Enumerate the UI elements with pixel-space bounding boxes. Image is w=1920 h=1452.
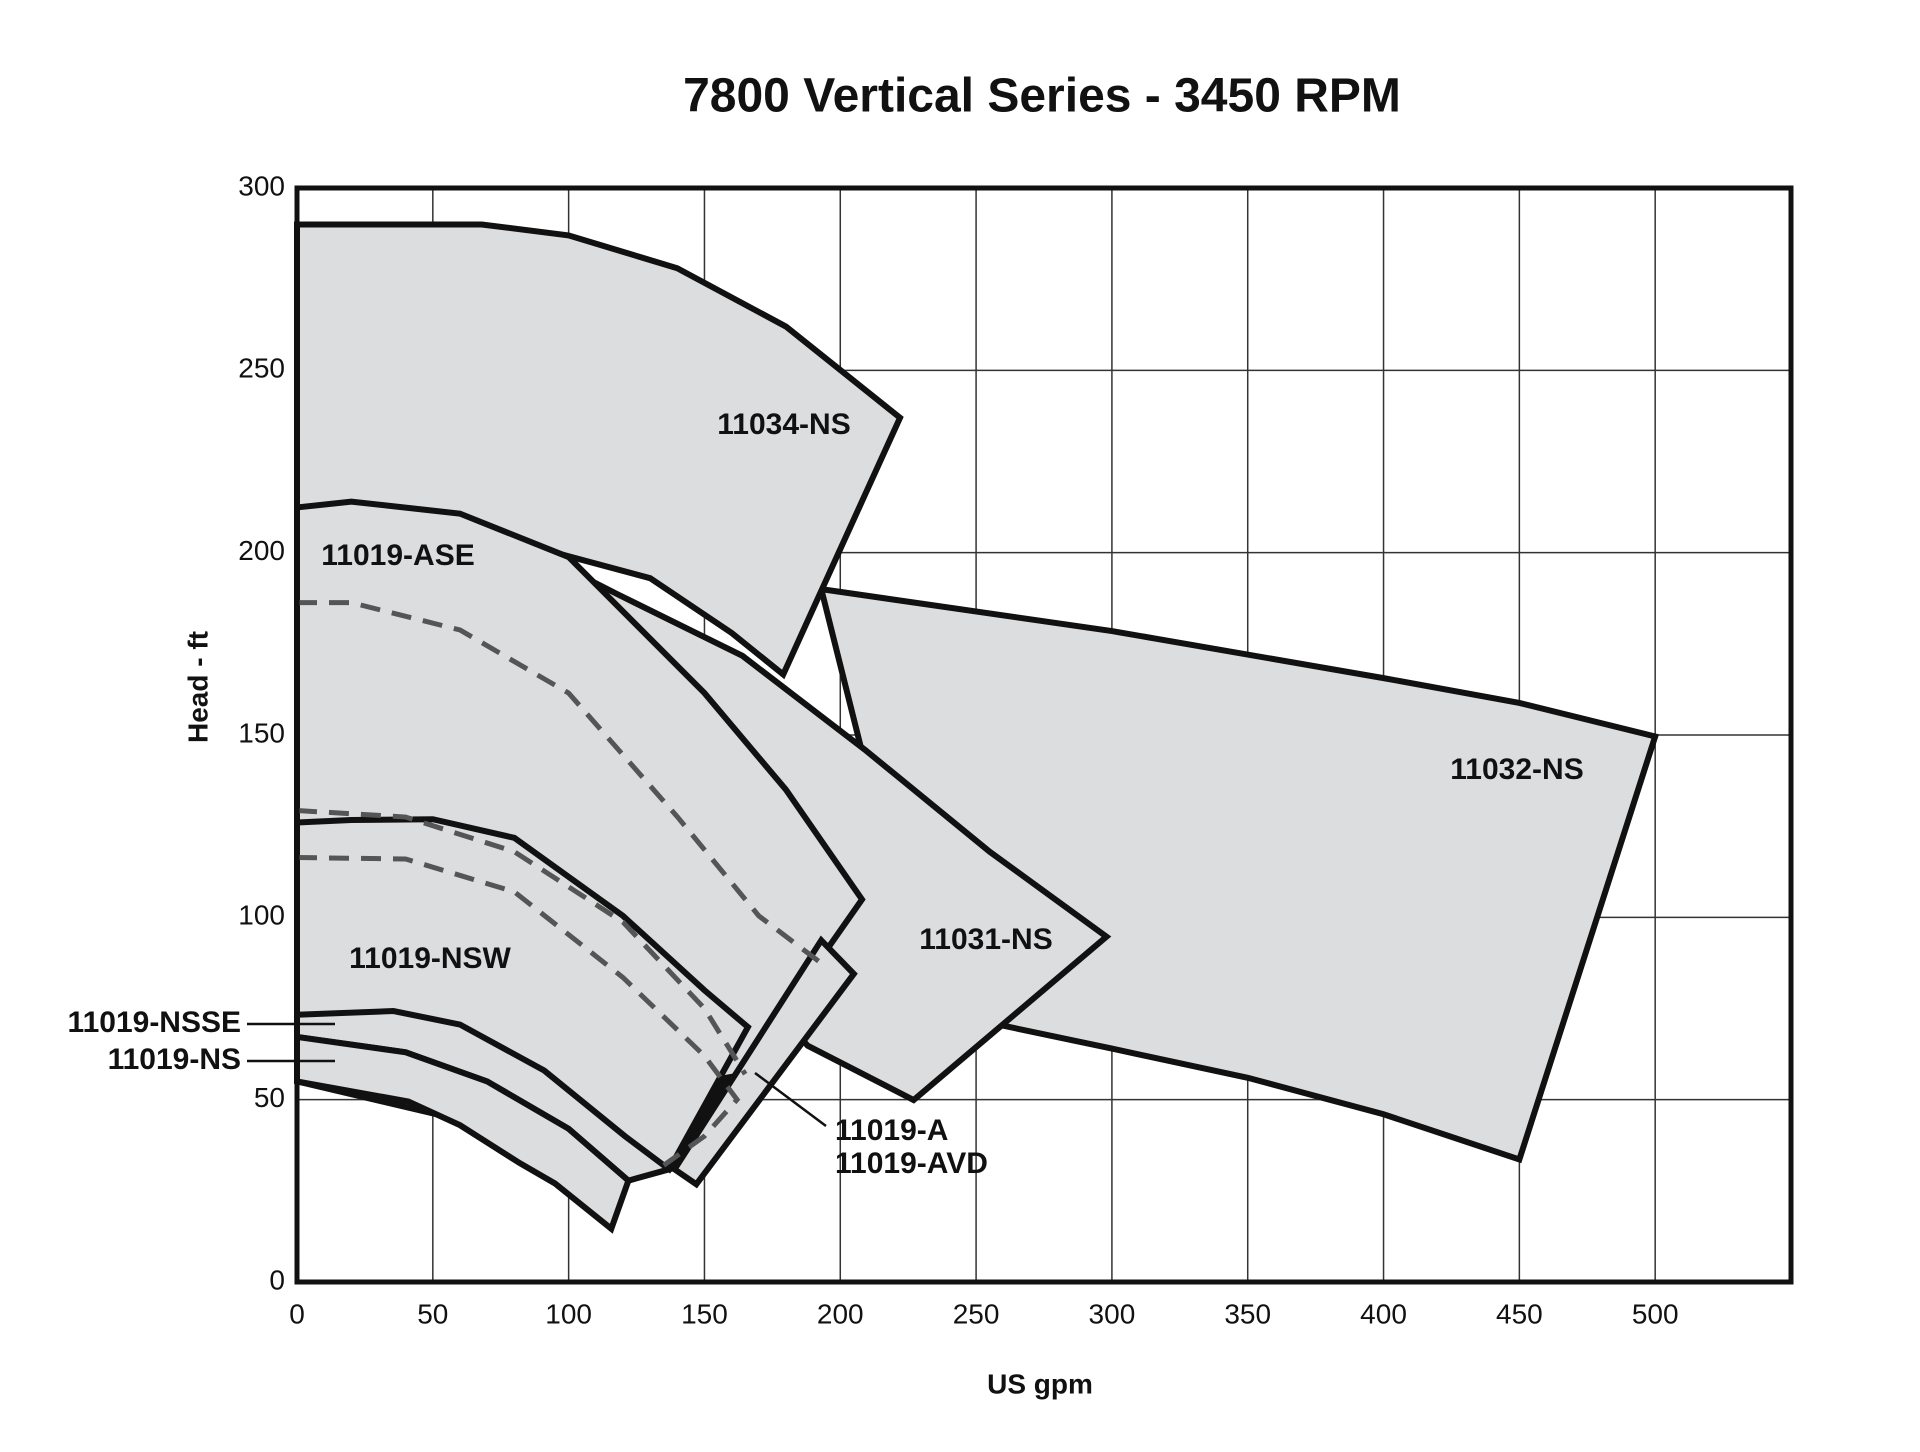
lines bbox=[296, 600, 821, 1168]
region-label: 11034-NS bbox=[717, 408, 850, 441]
x-tick-label: 500 bbox=[1632, 1298, 1679, 1329]
region-label: 11032-NS bbox=[1450, 753, 1583, 786]
x-tick-label: 250 bbox=[953, 1298, 1000, 1329]
dashed-curve bbox=[296, 807, 748, 1076]
region-label: 11019-ASE bbox=[321, 539, 474, 572]
x-tick-label: 400 bbox=[1360, 1298, 1407, 1329]
x-tick-label: 200 bbox=[817, 1298, 864, 1329]
y-tick-label: 50 bbox=[254, 1082, 285, 1113]
region-label: 11019-A bbox=[835, 1114, 948, 1147]
x-tick-label: 50 bbox=[417, 1298, 448, 1329]
x-tick-label: 0 bbox=[289, 1298, 305, 1329]
y-tick-label: 250 bbox=[238, 353, 285, 384]
labels: 11032-NS 11031-NS 11034-NS 11019-ASE 11019-A… bbox=[68, 408, 1584, 1180]
y-tick-label: 300 bbox=[238, 170, 285, 201]
region bbox=[294, 1033, 632, 1234]
y-tick-label: 200 bbox=[238, 535, 285, 566]
y-tick-label: 150 bbox=[238, 717, 285, 748]
region-label: 11019-NSSE bbox=[68, 1006, 241, 1039]
x-tick-label: 300 bbox=[1089, 1298, 1136, 1329]
x-tick-label: 450 bbox=[1496, 1298, 1543, 1329]
region-label: 11031-NS bbox=[919, 923, 1052, 956]
region-label: 11019-AVD bbox=[835, 1147, 988, 1180]
chart-title: 7800 Vertical Series - 3450 RPM bbox=[683, 70, 1401, 123]
y-tick-label: 100 bbox=[238, 900, 285, 931]
region-label: 11019-NSW bbox=[349, 942, 511, 975]
dashed-curve bbox=[296, 855, 741, 1168]
regions bbox=[294, 221, 1660, 1234]
x-axis-label: US gpm bbox=[987, 1368, 1093, 1399]
x-tick-label: 150 bbox=[681, 1298, 728, 1329]
callout-line bbox=[754, 1071, 827, 1128]
x-tick-label: 100 bbox=[545, 1298, 592, 1329]
y-axis-label: Head - ft bbox=[182, 631, 213, 743]
x-tick-label: 350 bbox=[1224, 1298, 1271, 1329]
region-label: 11019-NS bbox=[108, 1043, 241, 1076]
plot-frame bbox=[294, 185, 1794, 1285]
y-tick-label: 0 bbox=[269, 1264, 285, 1295]
dashed-curve bbox=[297, 600, 821, 964]
